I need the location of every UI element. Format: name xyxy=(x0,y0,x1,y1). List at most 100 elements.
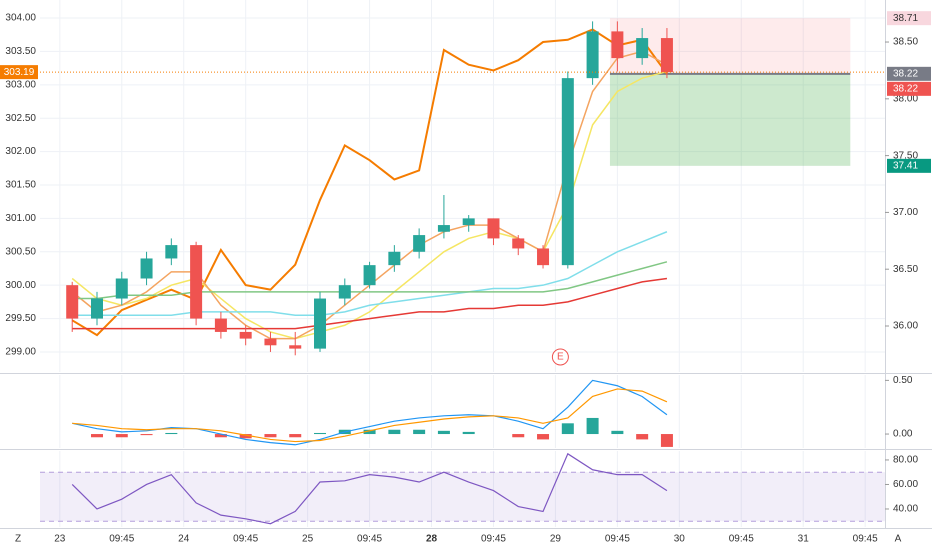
histogram-bar xyxy=(586,417,599,435)
position-stop-zone xyxy=(609,73,851,166)
axis-tag xyxy=(887,158,931,173)
candle-body xyxy=(90,298,103,319)
histogram-bar xyxy=(413,429,426,435)
candle-body xyxy=(140,258,153,279)
histogram-bar xyxy=(165,432,178,435)
histogram-bar xyxy=(611,430,624,435)
histogram-bar xyxy=(437,430,450,435)
candle-body xyxy=(437,225,450,232)
y-tick-label: 301.00 xyxy=(5,213,36,224)
y-tick-label: 302.00 xyxy=(5,146,36,157)
histogram-bar xyxy=(512,434,525,438)
price-tag-label: 303.19 xyxy=(4,67,35,78)
histogram-bar xyxy=(115,434,128,438)
signal-line xyxy=(72,388,668,443)
y-tick-label: 303.00 xyxy=(5,79,36,90)
event-label: E xyxy=(557,352,564,363)
candle-body xyxy=(660,38,673,73)
y2-tick-label: 36.00 xyxy=(893,321,918,332)
candle-body xyxy=(264,338,277,346)
x-tick-label: 23 xyxy=(54,534,66,545)
y-tick-label: 80.00 xyxy=(893,455,918,466)
y-tick-label: 300.00 xyxy=(5,280,36,291)
candle-body xyxy=(487,218,500,239)
rsi-band xyxy=(40,472,885,522)
candle-body xyxy=(165,245,178,259)
histogram-bar xyxy=(636,434,649,440)
axis-tag-label: 38.71 xyxy=(893,13,918,24)
candle-body xyxy=(586,31,599,79)
histogram-bar xyxy=(214,434,227,438)
indicator-line xyxy=(72,261,668,300)
histogram-bar xyxy=(462,431,475,435)
y-tick-label: 299.50 xyxy=(5,313,36,324)
position-target-zone xyxy=(609,18,851,74)
y-tick-label: 303.50 xyxy=(5,46,36,57)
candle-body xyxy=(190,245,203,319)
y-tick-label: 304.00 xyxy=(5,13,36,24)
candle-body xyxy=(289,345,302,349)
y-tick-label: 0.50 xyxy=(893,375,913,386)
indicator-line xyxy=(71,28,668,337)
y-tick-label: 60.00 xyxy=(893,479,918,490)
x-tick-label: 09:45 xyxy=(605,534,630,545)
y-tick-label: 40.00 xyxy=(893,504,918,515)
x-tick-label: 09:45 xyxy=(853,534,878,545)
event-marker xyxy=(551,348,569,366)
candle-body xyxy=(611,31,624,59)
histogram-bar xyxy=(239,434,252,439)
candle-body xyxy=(413,235,426,252)
indicator-line xyxy=(72,231,668,316)
y-tick-label: 299.00 xyxy=(5,347,36,358)
axis-tag-label: 37.41 xyxy=(893,160,918,171)
candle-body xyxy=(512,238,525,249)
x-tick-label: 24 xyxy=(178,534,190,545)
axis-tag-label: 38.22 xyxy=(893,68,918,79)
candle-body xyxy=(338,285,351,299)
candle-body xyxy=(239,331,252,339)
macd-line xyxy=(72,379,668,446)
indicator-line xyxy=(72,277,668,330)
axis-tag xyxy=(887,66,931,81)
y-tick-label: 302.50 xyxy=(5,113,36,124)
rsi-line xyxy=(71,452,668,525)
y2-tick-label: 37.00 xyxy=(893,207,918,218)
y-tick-label: 301.50 xyxy=(5,180,36,191)
histogram-bar xyxy=(90,434,103,438)
candle-body xyxy=(537,248,550,266)
y2-tick-label: 38.00 xyxy=(893,93,918,104)
candle-body xyxy=(636,38,649,59)
histogram-bar xyxy=(561,423,574,435)
candle-body xyxy=(314,298,327,349)
y-tick-label: 0.00 xyxy=(893,429,913,440)
histogram-bar xyxy=(314,432,327,435)
x-tick-label: 25 xyxy=(302,534,314,545)
candle-body xyxy=(363,265,376,286)
auto-scale-button[interactable]: A xyxy=(895,534,902,545)
axis-tag xyxy=(887,11,931,26)
histogram-bar xyxy=(363,429,376,435)
x-tick-label: 30 xyxy=(674,534,686,545)
zoom-button[interactable]: Z xyxy=(15,534,21,545)
x-tick-label: 09:45 xyxy=(357,534,382,545)
price-tag xyxy=(0,65,38,80)
y2-tick-label: 37.50 xyxy=(893,150,918,161)
axis-tag xyxy=(887,81,931,96)
x-tick-label: 29 xyxy=(550,534,562,545)
x-tick-label: 09:45 xyxy=(729,534,754,545)
candle-body xyxy=(214,318,227,332)
candle-body xyxy=(462,218,475,226)
x-tick-label: 09:45 xyxy=(233,534,258,545)
x-tick-label: 09:45 xyxy=(109,534,134,545)
x-tick-label: 28 xyxy=(426,534,438,545)
y2-tick-label: 36.50 xyxy=(893,264,918,275)
histogram-bar xyxy=(264,434,277,438)
histogram-bar xyxy=(660,434,673,447)
candle-body xyxy=(561,78,574,266)
histogram-bar xyxy=(537,434,550,440)
axis-tag-label: 38.22 xyxy=(893,83,918,94)
x-tick-label: 09:45 xyxy=(481,534,506,545)
candle-body xyxy=(115,278,128,299)
